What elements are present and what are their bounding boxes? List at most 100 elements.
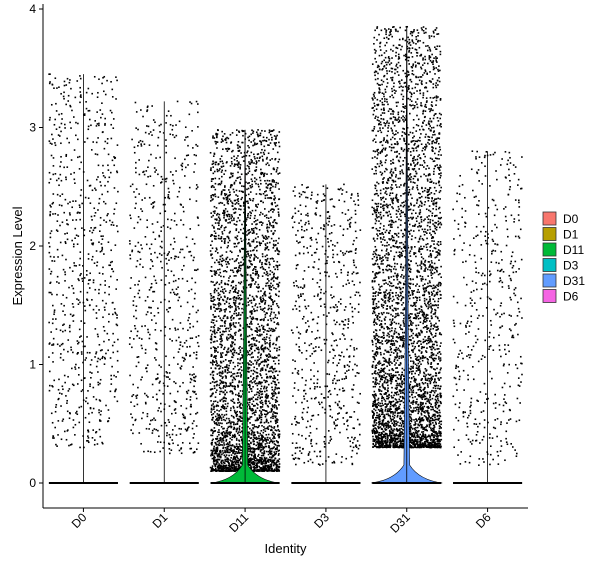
data-point	[266, 376, 269, 379]
data-point	[252, 448, 255, 450]
data-point	[266, 246, 268, 249]
data-point	[262, 139, 264, 142]
data-point	[237, 451, 239, 453]
data-point	[257, 445, 260, 448]
data-point	[141, 247, 143, 250]
data-point	[72, 314, 75, 317]
data-point	[172, 134, 174, 136]
data-point	[63, 348, 65, 351]
data-point	[173, 182, 175, 185]
data-point	[260, 470, 263, 472]
data-point	[139, 263, 141, 266]
data-point	[52, 201, 55, 204]
data-point	[219, 325, 222, 327]
data-point	[101, 441, 103, 444]
data-point	[110, 80, 112, 83]
data-point	[239, 357, 242, 360]
data-point	[271, 284, 274, 287]
data-point	[247, 216, 249, 219]
data-point	[237, 166, 240, 168]
data-point	[182, 416, 185, 419]
data-point	[168, 448, 171, 450]
data-point	[92, 308, 95, 311]
data-point	[192, 366, 194, 368]
data-point	[260, 460, 262, 462]
data-point	[77, 156, 79, 159]
data-point	[101, 349, 103, 351]
data-point	[255, 318, 257, 320]
data-point	[222, 446, 225, 449]
data-point	[54, 426, 56, 429]
data-point	[145, 313, 148, 316]
data-point	[216, 331, 218, 334]
data-point	[233, 299, 235, 301]
data-point	[195, 143, 197, 146]
data-point	[239, 420, 242, 422]
data-point	[210, 305, 212, 308]
data-point	[100, 250, 103, 252]
data-point	[246, 150, 249, 152]
data-point	[266, 389, 268, 392]
data-point	[242, 130, 244, 133]
data-point	[271, 441, 274, 444]
data-point	[233, 372, 236, 375]
data-point	[69, 104, 71, 107]
data-point	[269, 315, 271, 317]
data-point	[252, 227, 255, 230]
data-point	[220, 237, 223, 240]
data-point	[265, 136, 268, 139]
data-point	[248, 399, 250, 401]
data-point	[270, 420, 272, 423]
data-point	[215, 207, 218, 209]
data-point	[268, 296, 270, 299]
data-point	[65, 103, 67, 106]
data-point	[276, 283, 278, 285]
data-point	[278, 198, 280, 201]
data-point	[229, 444, 231, 446]
data-point	[272, 460, 275, 463]
data-point	[212, 172, 215, 175]
data-point	[217, 431, 219, 434]
data-point	[250, 212, 252, 214]
data-point	[252, 140, 255, 142]
data-point	[230, 374, 233, 377]
data-point	[227, 464, 230, 467]
data-point	[228, 425, 231, 428]
data-point	[235, 414, 238, 416]
data-point	[270, 464, 273, 467]
data-point	[268, 353, 271, 356]
data-point	[152, 202, 155, 204]
data-point	[157, 429, 159, 432]
data-point	[258, 470, 261, 472]
data-point	[49, 142, 52, 145]
data-point	[276, 266, 279, 268]
data-point	[171, 318, 174, 321]
data-point	[67, 94, 70, 97]
data-point	[248, 167, 251, 170]
data-point	[152, 184, 155, 187]
data-point	[221, 431, 224, 434]
data-point	[257, 129, 259, 131]
data-point	[96, 443, 99, 445]
data-point	[107, 320, 110, 323]
data-point	[216, 170, 219, 173]
data-point	[63, 84, 66, 87]
data-point	[106, 79, 108, 82]
data-point	[247, 461, 250, 464]
data-point	[273, 390, 275, 393]
data-point	[168, 443, 171, 445]
data-point	[209, 269, 212, 272]
data-point	[158, 234, 160, 237]
data-point	[247, 252, 249, 255]
data-point	[68, 388, 71, 390]
data-point	[270, 278, 273, 281]
data-point	[211, 224, 214, 227]
data-point	[131, 138, 133, 141]
data-point	[349, 303, 352, 305]
data-point	[264, 457, 267, 460]
data-point	[249, 323, 251, 325]
data-point	[263, 347, 265, 350]
data-point	[48, 291, 51, 294]
data-point	[241, 439, 243, 442]
data-point	[253, 142, 256, 144]
